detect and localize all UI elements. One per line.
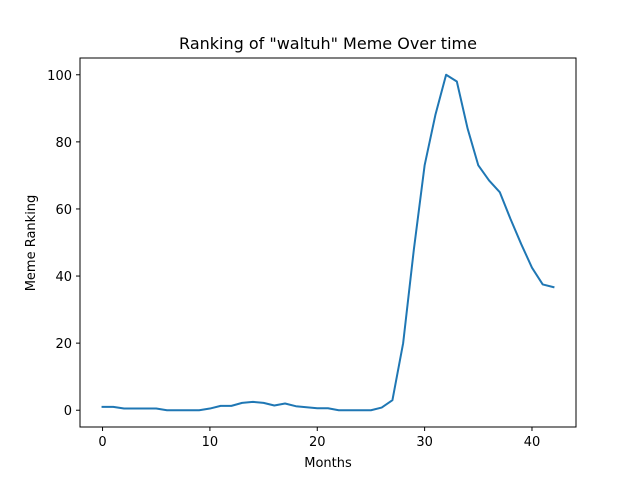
y-axis-label: Meme Ranking — [24, 195, 39, 292]
x-tick-label: 10 — [202, 435, 219, 450]
x-tick-label: 0 — [98, 435, 106, 450]
plot-area: 0 10 20 30 40 0 20 40 60 80 100 — [47, 57, 577, 450]
y-tick-label: 60 — [55, 203, 72, 218]
axes-frame — [79, 57, 577, 428]
y-tick-label: 80 — [55, 136, 72, 151]
y-tick-label: 40 — [55, 270, 72, 285]
series-line-0 — [101, 73, 555, 412]
y-tick-label: 100 — [47, 69, 72, 84]
x-tick-label: 40 — [524, 435, 541, 450]
x-tick-label: 30 — [416, 435, 433, 450]
x-tick-label: 20 — [309, 435, 326, 450]
y-tick-label: 20 — [55, 337, 72, 352]
y-tick-label: 0 — [64, 404, 72, 419]
chart-title: Ranking of "waltuh" Meme Over time — [179, 34, 477, 53]
x-axis-label: Months — [304, 456, 352, 471]
